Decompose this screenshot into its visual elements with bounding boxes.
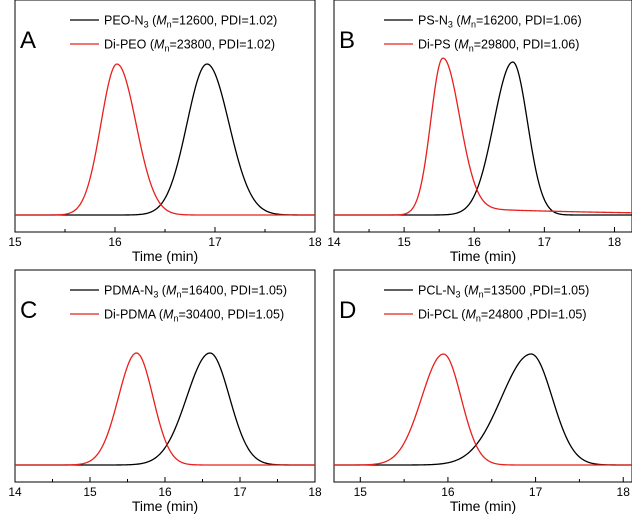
series-line-di-peo [15,63,315,216]
panel-letter: C [20,297,37,324]
x-tick-label: 16 [441,485,455,499]
panel-b: 14 15 16 17 18 Time (min) B PS-N3 (Mn=16200, PD… [327,0,632,264]
plot-frame [333,0,632,233]
plot-frame [14,269,316,483]
legend-entry: PCL-N3 (Mn=13500 ,PDI=1.05) [418,284,589,300]
series-line-pdma-n3 [15,352,315,466]
x-axis-title: Time (min) [450,498,516,514]
legend-entry: Di-PCL (Mn=24800 ,PDI=1.05) [418,308,587,324]
x-tick-label: 17 [529,485,543,499]
plot-frame [333,269,632,483]
legend-entry: PEO-N3 (Mn=12600, PDI=1.02) [104,14,277,30]
x-tick-label: 15 [397,235,411,249]
x-tick-label: 15 [83,485,97,499]
x-tick-label: 16 [158,485,172,499]
x-tick-label: 18 [308,485,322,499]
panel-letter: B [339,27,355,54]
x-tick-label: 18 [617,485,631,499]
series-line-peo-n3 [15,63,315,216]
x-tick-label: 14 [8,485,22,499]
x-tick-label: 16 [468,235,482,249]
legend-entry: PS-N3 (Mn=16200, PDI=1.06) [418,14,582,30]
panel-c: 14 15 16 17 18 Time (min) C PDMA-N3 (Mn=16400, … [8,269,322,514]
x-tick-label: 15 [8,235,22,249]
panel-a: 15 16 17 18 Time (min) A PEO-N3 (Mn=12600, PDI… [8,0,322,264]
x-axis-title: Time (min) [132,248,198,264]
x-tick-label: 18 [608,235,622,249]
x-tick-label: 17 [208,235,222,249]
legend-entry: Di-PEO (Mn=23800, PDI=1.02) [104,38,275,54]
panel-letter: D [339,297,356,324]
x-tick-label: 18 [308,235,322,249]
series-line-di-pdma [15,352,315,466]
series-line-ps-n3 [334,61,632,216]
panel-d: 15 16 17 18 Time (min) D PCL-N3 (Mn=13500 ,PDI… [333,269,632,514]
x-tick-label: 14 [327,235,341,249]
legend-entry: PDMA-N3 (Mn=16400, PDI=1.05) [104,284,287,300]
x-axis-title: Time (min) [132,498,198,514]
legend-entry: Di-PDMA (Mn=30400, PDI=1.05) [104,308,284,324]
x-tick-label: 17 [233,485,247,499]
x-axis-title: Time (min) [450,248,516,264]
panel-letter: A [20,27,36,54]
legend-entry: Di-PS (Mn=29800, PDI=1.06) [418,38,579,54]
series-line-di-ps [334,57,632,216]
series-line-pcl-n3 [334,353,632,466]
x-tick-label: 17 [538,235,552,249]
series-line-di-pcl [334,353,632,466]
x-tick-label: 16 [108,235,122,249]
x-tick-label: 15 [354,485,368,499]
